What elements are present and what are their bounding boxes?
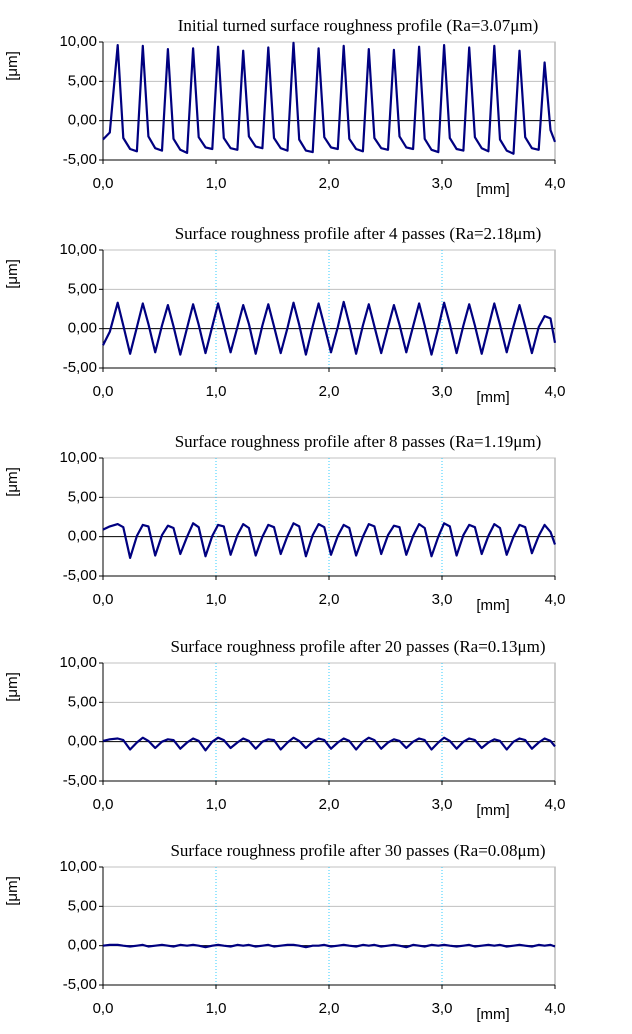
chart-title: Surface roughness profile after 4 passes…: [175, 224, 542, 243]
x-tick-label: 4,0: [545, 175, 566, 192]
y-tick-label: 0,00: [68, 112, 97, 129]
x-tick-label: 0,0: [93, 383, 114, 400]
y-tick-label: 0,00: [68, 528, 97, 545]
x-tick-label: 4,0: [545, 383, 566, 400]
chart-title: Initial turned surface roughness profile…: [178, 16, 539, 35]
profile-line: [102, 41, 557, 155]
profile-line: [102, 522, 557, 559]
x-tick-label: 3,0: [432, 383, 453, 400]
x-tick-label: 0,0: [93, 175, 114, 192]
x-tick-label: 2,0: [319, 796, 340, 813]
y-tick-label: 5,00: [68, 72, 97, 89]
x-tick-label: 4,0: [545, 1000, 566, 1017]
profile-line: [102, 943, 556, 949]
chart-title: Surface roughness profile after 8 passes…: [175, 432, 542, 451]
y-axis-label: [μm]: [4, 467, 21, 496]
x-tick-label: 2,0: [319, 1000, 340, 1017]
y-tick-label: 5,00: [68, 693, 97, 710]
x-tick-label: 2,0: [319, 591, 340, 608]
x-axis-label: [mm]: [476, 597, 509, 614]
y-tick-label: 10,00: [59, 33, 97, 50]
plot-area: [102, 866, 556, 986]
y-tick-label: 10,00: [59, 241, 97, 258]
plot-area: [102, 662, 556, 782]
y-axis-label: [μm]: [4, 876, 21, 905]
x-tick-label: 3,0: [432, 591, 453, 608]
chart-title: Surface roughness profile after 30 passe…: [170, 841, 545, 860]
y-tick-label: 0,00: [68, 937, 97, 954]
profile-line: [102, 300, 557, 356]
plot-area: [102, 249, 556, 369]
x-tick-label: 2,0: [319, 175, 340, 192]
x-tick-label: 0,0: [93, 796, 114, 813]
y-axis-label: [μm]: [4, 672, 21, 701]
x-tick-label: 0,0: [93, 1000, 114, 1017]
y-tick-label: -5,00: [63, 151, 97, 168]
x-tick-label: 1,0: [206, 1000, 227, 1017]
x-tick-label: 1,0: [206, 175, 227, 192]
y-tick-label: -5,00: [63, 359, 97, 376]
y-axis-label: [μm]: [4, 51, 21, 80]
x-tick-label: 3,0: [432, 175, 453, 192]
x-tick-label: 2,0: [319, 383, 340, 400]
plot-area: [102, 457, 556, 577]
y-tick-label: 10,00: [59, 858, 97, 875]
y-tick-label: -5,00: [63, 567, 97, 584]
y-tick-label: -5,00: [63, 976, 97, 993]
y-tick-label: 5,00: [68, 488, 97, 505]
x-axis-label: [mm]: [476, 802, 509, 819]
x-tick-label: 0,0: [93, 591, 114, 608]
x-tick-label: 3,0: [432, 1000, 453, 1017]
chart-title: Surface roughness profile after 20 passe…: [170, 637, 545, 656]
x-tick-label: 1,0: [206, 591, 227, 608]
x-tick-label: 3,0: [432, 796, 453, 813]
y-tick-label: 5,00: [68, 897, 97, 914]
y-tick-label: -5,00: [63, 772, 97, 789]
profile-line: [102, 736, 556, 752]
x-axis-label: [mm]: [476, 389, 509, 406]
x-tick-label: 4,0: [545, 591, 566, 608]
y-tick-label: 10,00: [59, 449, 97, 466]
x-tick-label: 1,0: [206, 796, 227, 813]
x-tick-label: 4,0: [545, 796, 566, 813]
y-tick-label: 10,00: [59, 654, 97, 671]
plot-area: [102, 41, 556, 161]
y-tick-label: 0,00: [68, 733, 97, 750]
x-tick-label: 1,0: [206, 383, 227, 400]
x-axis-label: [mm]: [476, 181, 509, 198]
y-axis-label: [μm]: [4, 259, 21, 288]
x-axis-label: [mm]: [476, 1006, 509, 1023]
y-tick-label: 0,00: [68, 320, 97, 337]
y-tick-label: 5,00: [68, 280, 97, 297]
